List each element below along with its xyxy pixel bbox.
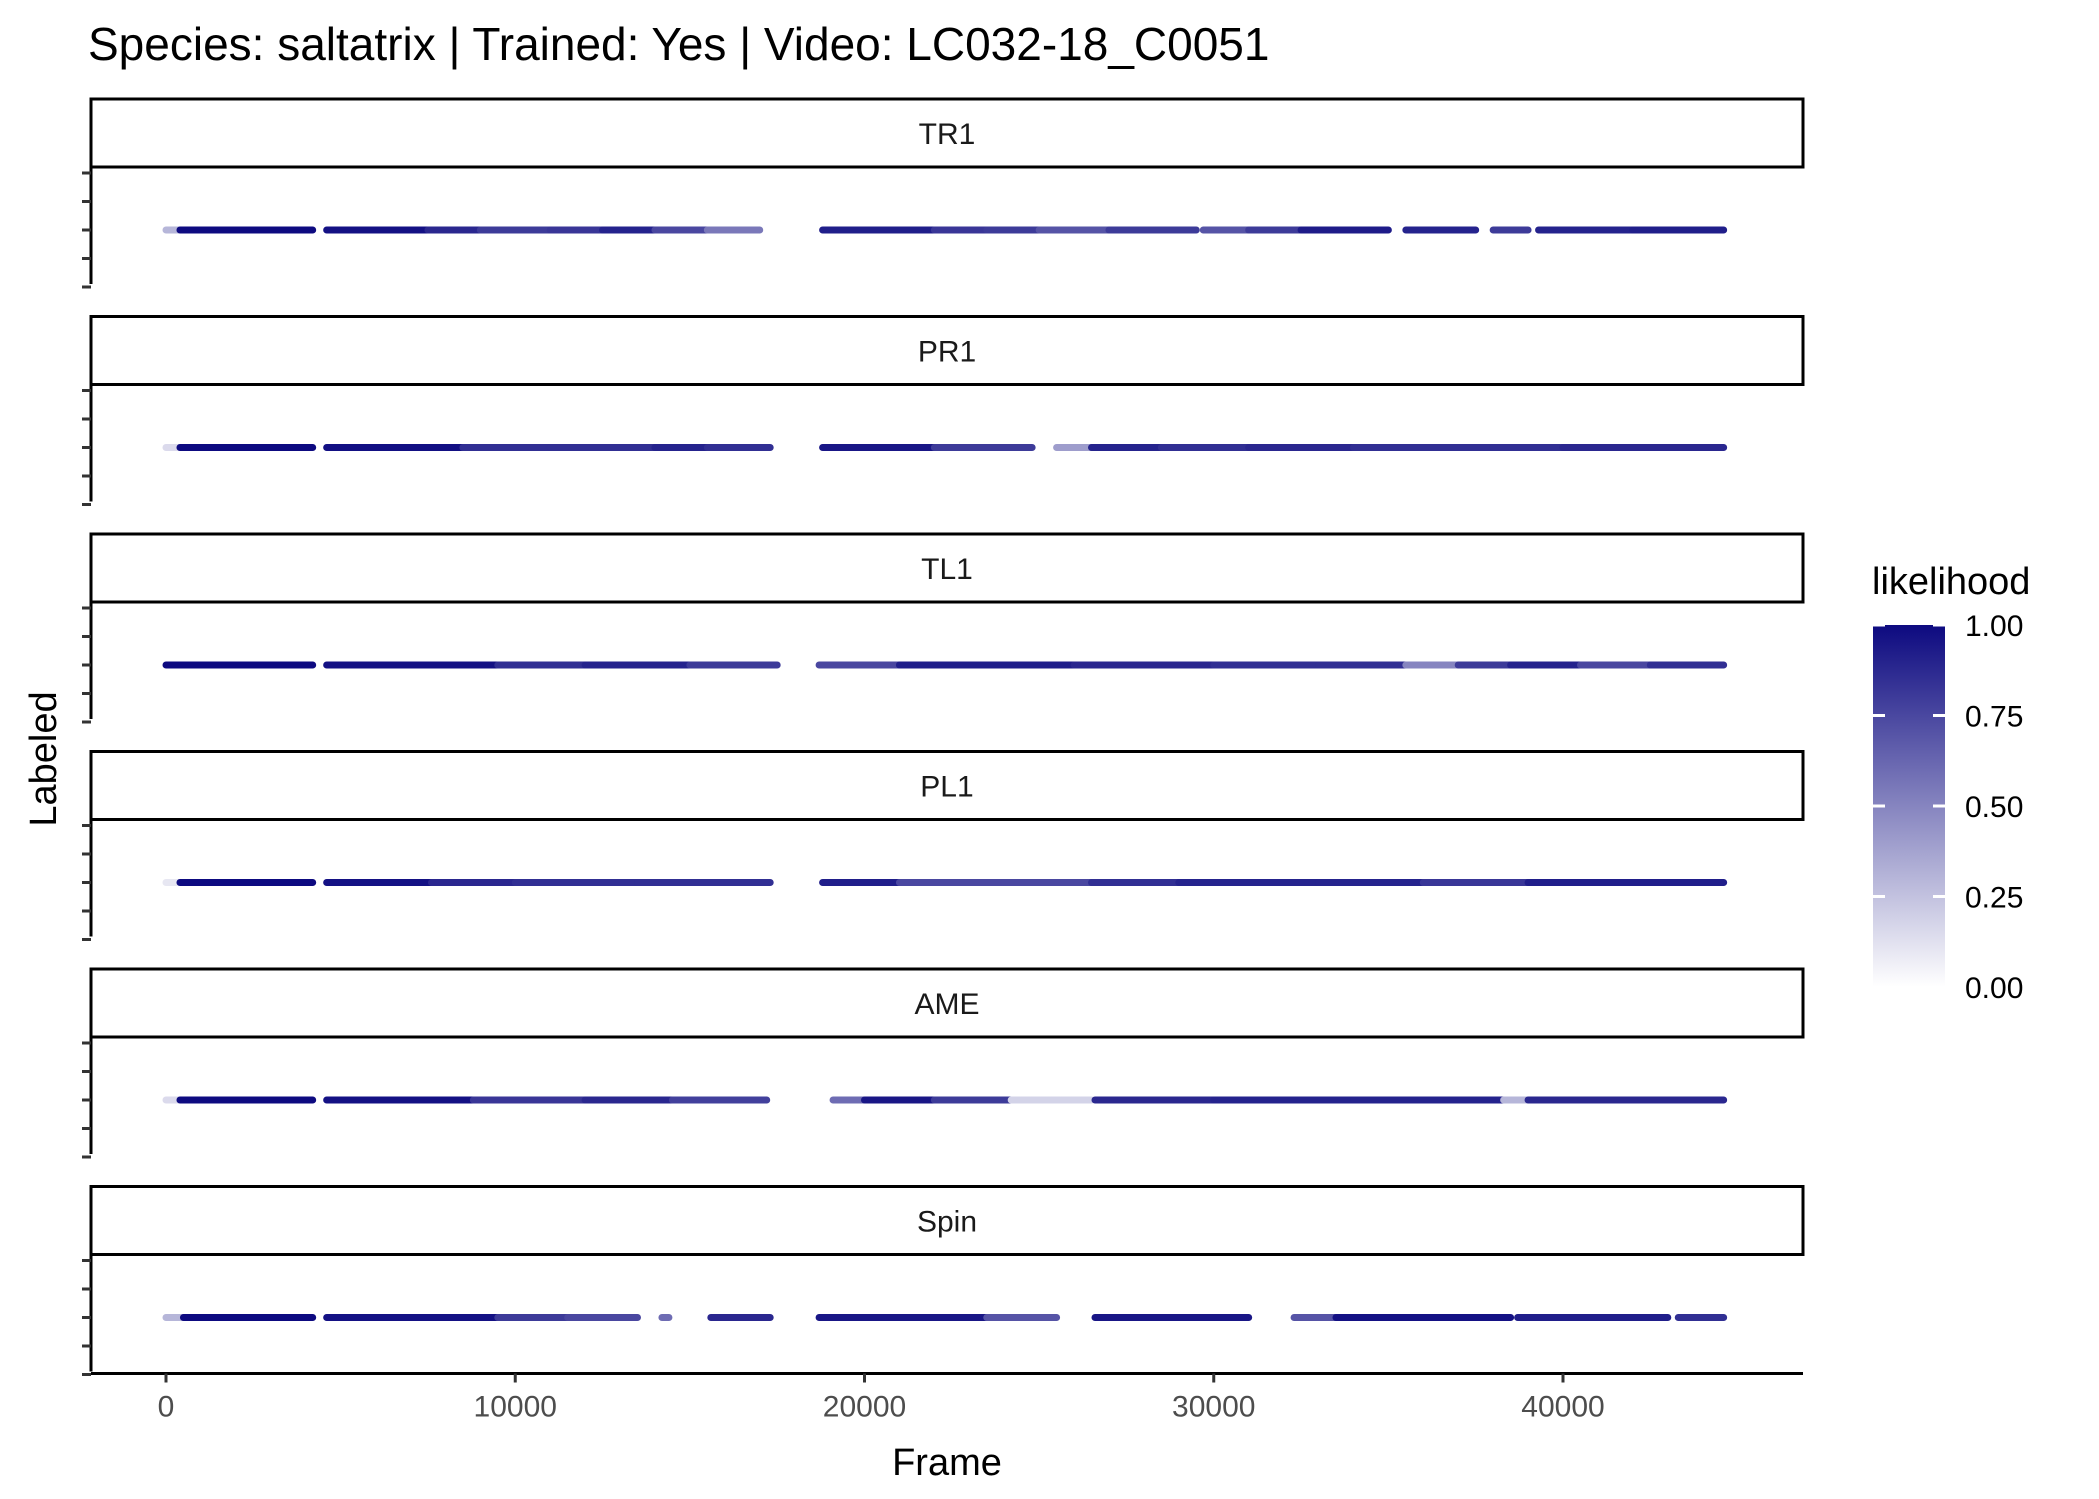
x-tick-label: 40000 (1521, 1391, 1604, 1424)
likelihood-legend: likelihood 1.00 0.75 0.50 0.25 0.00 (1872, 561, 2030, 1005)
legend-title: likelihood (1872, 561, 2030, 603)
panel-pr1: PR1 (82, 315, 1805, 506)
panel-strip-label: TL1 (921, 553, 973, 586)
panel-strip (89, 532, 1805, 604)
chart-title: Species: saltatrix | Trained: Yes | Vide… (88, 18, 1269, 70)
y-axis-title: Labeled (23, 691, 65, 826)
panel-strip-label: AME (914, 988, 979, 1021)
panel-tr1: TR1 (82, 97, 1805, 289)
panel-tl1: TL1 (82, 532, 1805, 724)
panel-strip (89, 967, 1805, 1039)
x-tick-label: 0 (158, 1391, 175, 1424)
colorbar-tick-label: 0.75 (1965, 701, 2023, 734)
colorbar-tick-label: 0.25 (1965, 882, 2023, 915)
panel-strip-label: PR1 (918, 336, 976, 369)
x-tick-label: 30000 (1172, 1391, 1255, 1424)
panel-ame: AME (82, 967, 1805, 1159)
colorbar-tick-label: 0.00 (1965, 972, 2023, 1005)
panel-pl1: PL1 (82, 750, 1805, 941)
panel-strip (89, 1185, 1805, 1256)
facet-panels: TR1 PR1 TL1 PL1 AME Spin (82, 97, 1805, 1376)
panel-strip (89, 750, 1805, 821)
panel-spin: Spin (82, 1185, 1805, 1376)
colorbar-ticks: 1.00 0.75 0.50 0.25 0.00 (1873, 610, 2023, 1005)
panel-strip-label: Spin (917, 1206, 977, 1239)
x-axis: 0 10000 20000 30000 40000 (91, 1372, 1803, 1424)
colorbar-tick-label: 1.00 (1965, 610, 2023, 643)
x-tick-label: 10000 (474, 1391, 557, 1424)
panel-strip (89, 97, 1805, 169)
panel-strip (89, 315, 1805, 386)
panel-strip-label: TR1 (919, 118, 976, 151)
colorbar-tick-label: 0.50 (1965, 791, 2023, 824)
x-tick-label: 20000 (823, 1391, 906, 1424)
x-axis-title: Frame (892, 1442, 1002, 1484)
panel-strip-label: PL1 (920, 771, 973, 804)
